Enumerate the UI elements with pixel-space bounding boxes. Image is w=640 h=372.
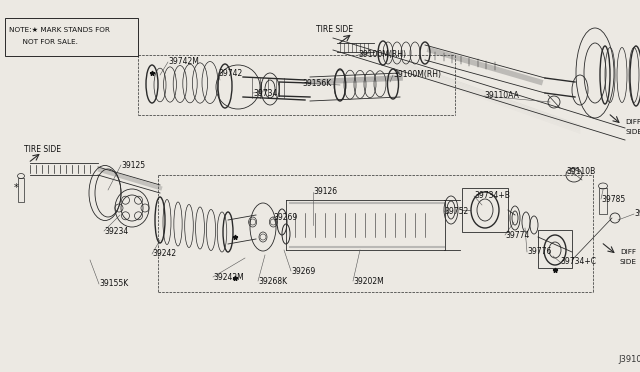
Text: 39155K: 39155K [99,279,128,289]
Text: SIDE: SIDE [625,129,640,135]
Text: NOTE:★ MARK STANDS FOR: NOTE:★ MARK STANDS FOR [9,27,110,33]
Text: 39734: 39734 [253,89,277,97]
Text: 39268K: 39268K [258,276,287,285]
Text: 39785: 39785 [601,195,625,203]
Text: NOT FOR SALE.: NOT FOR SALE. [9,39,78,45]
Text: 39110AA: 39110AA [484,92,519,100]
Text: TIRE SIDE: TIRE SIDE [24,145,61,154]
Text: 39110B: 39110B [566,167,595,176]
Text: 39242M: 39242M [213,273,244,282]
Text: DIFF: DIFF [620,249,636,255]
Text: 39126: 39126 [313,187,337,196]
Text: 39774: 39774 [505,231,529,240]
Text: 39202M: 39202M [353,276,384,285]
Text: 39234: 39234 [104,227,128,235]
Text: 39742M: 39742M [168,58,199,67]
Text: DIFF: DIFF [625,119,640,125]
Text: 39156K: 39156K [302,78,332,87]
Text: J39101BG: J39101BG [618,356,640,365]
Text: *: * [14,183,19,193]
Text: 39776: 39776 [527,247,552,257]
Text: 39752: 39752 [444,206,468,215]
Text: 39242: 39242 [152,250,176,259]
Text: 39734+B: 39734+B [474,192,510,201]
Text: 39269: 39269 [273,212,297,221]
Text: SIDE: SIDE [620,259,637,265]
Text: 39734+C: 39734+C [560,257,596,266]
Text: TIRE SIDE: TIRE SIDE [317,26,353,35]
Text: 39100M(RH): 39100M(RH) [393,71,441,80]
Text: 39110A: 39110A [634,209,640,218]
Text: 39742: 39742 [218,68,243,77]
Text: 39269: 39269 [291,266,316,276]
Text: 39125: 39125 [121,160,145,170]
Text: 39100M(RH): 39100M(RH) [358,51,406,60]
Bar [5,18,138,56]
